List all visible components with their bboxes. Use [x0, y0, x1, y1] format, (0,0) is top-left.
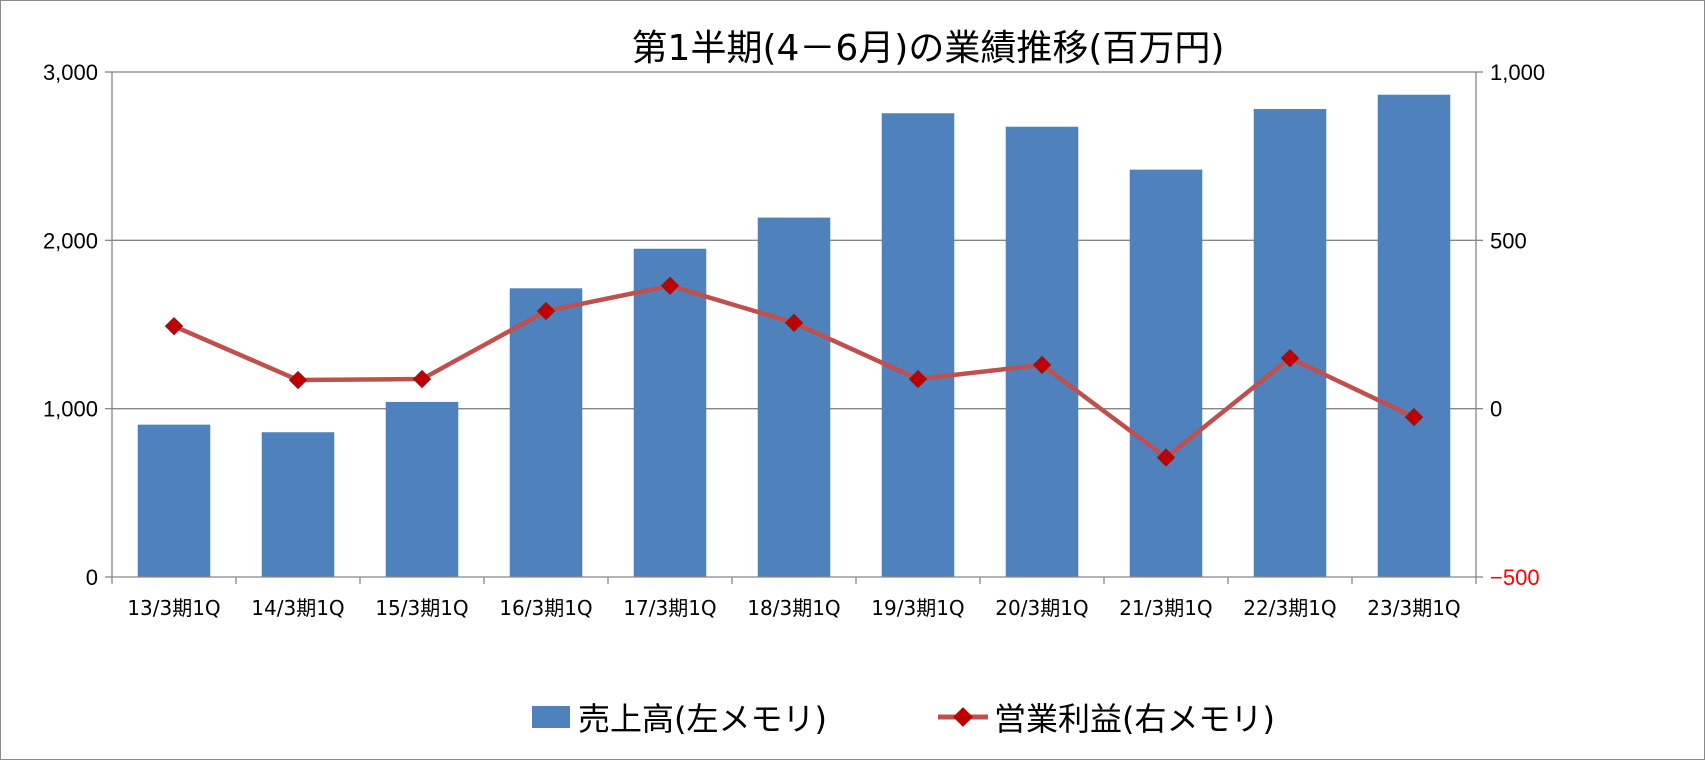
line-point: [1280, 348, 1300, 368]
line-point: [660, 276, 680, 295]
line-point: [164, 316, 184, 336]
line-point: [536, 301, 556, 321]
category-axis-labels: 13/3期1Q 14/3期1Q 15/3期1Q 16/3期1Q 17/3期1Q 18/3期…: [127, 596, 1460, 620]
line-point: [412, 369, 432, 389]
legend-bar-label: 売上高(左メモリ): [578, 700, 827, 738]
bar-series: [137, 94, 1451, 578]
legend-line-marker: [953, 707, 973, 727]
right-tick-label: 1,000: [1490, 60, 1545, 85]
line-series: [164, 276, 1424, 467]
bar: [385, 401, 459, 577]
legend: 売上高(左メモリ) 営業利益(右メモリ): [532, 700, 1275, 738]
left-tick-label: 2,000: [43, 228, 98, 253]
legend-line-label: 営業利益(右メモリ): [994, 700, 1275, 738]
left-axis-ticks: 0 1,000 2,000 3,000: [43, 60, 98, 590]
bar: [757, 217, 831, 577]
left-tick-label: 0: [86, 565, 98, 590]
bar: [1129, 169, 1203, 577]
category-label: 16/3期1Q: [499, 596, 592, 620]
category-label: 17/3期1Q: [623, 596, 716, 620]
category-label: 21/3期1Q: [1119, 596, 1212, 620]
bar: [1005, 126, 1079, 577]
bar: [509, 288, 583, 577]
line-point: [784, 313, 804, 333]
category-label: 22/3期1Q: [1243, 596, 1336, 620]
right-axis-ticks: −500 0 500 1,000: [1490, 60, 1545, 590]
left-tick-label: 3,000: [43, 60, 98, 85]
category-label: 14/3期1Q: [251, 596, 344, 620]
category-label: 19/3期1Q: [871, 596, 964, 620]
category-label: 23/3期1Q: [1367, 596, 1460, 620]
legend-bar-swatch: [532, 706, 570, 728]
line-point: [908, 369, 928, 389]
bar: [137, 424, 211, 577]
chart-title: 第1半期(4－6月)の業績推移(百万円): [632, 28, 1225, 69]
bar: [633, 248, 707, 577]
line-point: [1032, 355, 1052, 375]
left-tick-label: 1,000: [43, 397, 98, 422]
right-tick-label: 500: [1490, 228, 1527, 253]
category-label: 15/3期1Q: [375, 596, 468, 620]
bar: [261, 432, 335, 577]
category-label: 20/3期1Q: [995, 596, 1088, 620]
line-point: [1156, 448, 1176, 467]
right-tick-label: 0: [1490, 397, 1502, 422]
line-point: [288, 370, 308, 390]
category-label: 13/3期1Q: [127, 596, 220, 620]
axes: [105, 71, 1483, 584]
line-point: [1404, 407, 1424, 427]
bar: [1253, 109, 1327, 578]
right-tick-label: −500: [1490, 565, 1540, 590]
bar: [1377, 94, 1451, 577]
category-label: 18/3期1Q: [747, 596, 840, 620]
bar: [881, 113, 955, 577]
